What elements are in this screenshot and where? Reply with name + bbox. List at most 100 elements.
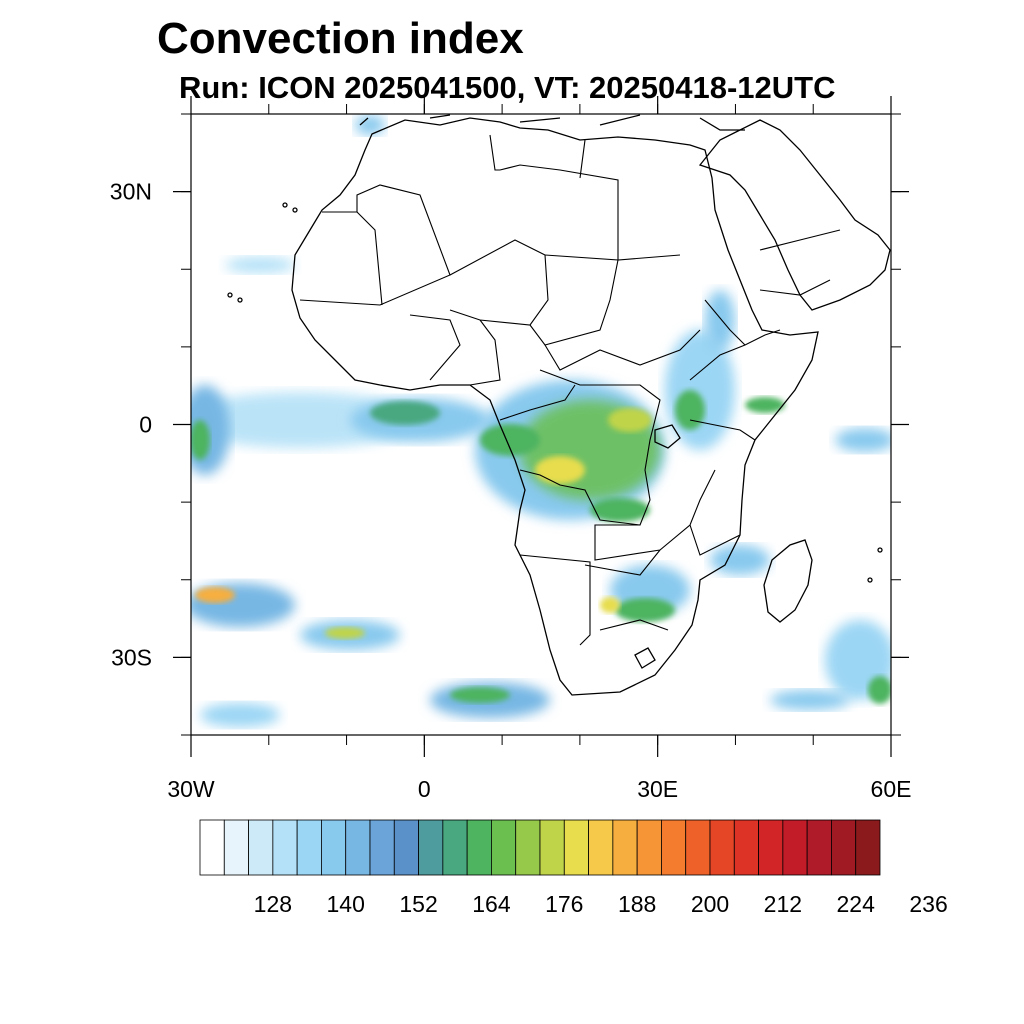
country-border bbox=[356, 211, 383, 306]
country-border bbox=[584, 549, 669, 631]
colorbar-swatch bbox=[661, 819, 687, 876]
field-blob bbox=[868, 676, 891, 704]
lon-tick-label: 60E bbox=[871, 776, 912, 802]
country-border bbox=[299, 184, 451, 306]
field-blob bbox=[325, 627, 365, 639]
island bbox=[227, 292, 233, 298]
field-blob bbox=[480, 424, 540, 456]
colorbar-label: 140 bbox=[327, 891, 365, 917]
country-border bbox=[519, 554, 591, 646]
europe-coastline bbox=[359, 114, 745, 131]
field-blob bbox=[710, 545, 770, 575]
colorbar-swatch bbox=[393, 819, 419, 876]
colorbar-label: 164 bbox=[472, 891, 511, 917]
colorbar: 128 140 152 164 176 188 200 212 224 236 bbox=[199, 819, 948, 917]
country-border bbox=[499, 164, 681, 261]
field-blob bbox=[195, 587, 235, 603]
arabia-coastline bbox=[698, 119, 891, 311]
field-blob bbox=[608, 408, 652, 432]
lon-tick-label: 0 bbox=[418, 776, 431, 802]
colorbar-swatch bbox=[491, 819, 517, 876]
field-blob bbox=[745, 397, 785, 413]
colorbar-swatch bbox=[588, 819, 614, 876]
colorbar-swatch bbox=[515, 819, 541, 876]
colorbar-swatch bbox=[855, 819, 881, 876]
lon-tick-label: 30E bbox=[637, 776, 678, 802]
colorbar-swatch bbox=[466, 819, 492, 876]
colorbar-label: 200 bbox=[691, 891, 729, 917]
africa-coastline bbox=[291, 117, 819, 696]
field-blob bbox=[191, 420, 210, 460]
field-blob bbox=[355, 115, 385, 135]
colorbar-swatch bbox=[758, 819, 784, 876]
colorbar-label: 212 bbox=[764, 891, 802, 917]
island bbox=[237, 297, 243, 303]
colorbar-swatch bbox=[782, 819, 808, 876]
lon-axis: 30W 0 30E 60E bbox=[167, 96, 911, 802]
country-border bbox=[689, 524, 741, 556]
colorbar-swatch bbox=[563, 819, 589, 876]
madagascar-coastline bbox=[763, 539, 813, 623]
field-blob bbox=[450, 687, 510, 703]
field-blob bbox=[675, 390, 705, 430]
colorbar-swatch bbox=[442, 819, 468, 876]
chart-title: Convection index bbox=[157, 14, 524, 63]
colorbar-swatch bbox=[733, 819, 759, 876]
colorbar-swatch bbox=[199, 819, 225, 876]
colorbar-swatch bbox=[636, 819, 662, 876]
country-border bbox=[689, 419, 756, 441]
colorbar-swatch bbox=[806, 819, 832, 876]
colorbar-swatch bbox=[223, 819, 249, 876]
country-border bbox=[489, 134, 586, 179]
field-blob bbox=[370, 401, 440, 425]
country-border bbox=[759, 229, 841, 296]
country-border bbox=[409, 314, 461, 381]
field-blob bbox=[225, 257, 295, 273]
country-border bbox=[519, 369, 661, 526]
field-blob bbox=[835, 428, 891, 452]
field-blob bbox=[705, 290, 735, 350]
lat-tick-label: 30S bbox=[111, 644, 152, 670]
island bbox=[282, 202, 288, 208]
lat-tick-label: 30N bbox=[110, 179, 152, 205]
country-border bbox=[529, 254, 619, 346]
colorbar-label: 236 bbox=[909, 891, 947, 917]
lake-outline bbox=[654, 424, 681, 449]
colorbar-label: 152 bbox=[399, 891, 437, 917]
island bbox=[877, 547, 883, 553]
colorbar-label: 188 bbox=[618, 891, 656, 917]
coastlines bbox=[227, 114, 891, 696]
colorbar-swatch bbox=[418, 819, 444, 876]
colorbar-swatch bbox=[321, 819, 347, 876]
colorbar-swatch bbox=[345, 819, 371, 876]
colorbar-swatch bbox=[831, 819, 857, 876]
field-blob bbox=[770, 690, 850, 710]
convection-field bbox=[191, 115, 891, 727]
colorbar-swatch bbox=[369, 819, 395, 876]
lon-tick-label: 30W bbox=[167, 776, 215, 802]
country-border bbox=[469, 319, 501, 386]
field-blob bbox=[535, 456, 585, 484]
colorbar-swatch bbox=[709, 819, 735, 876]
field-blob bbox=[600, 597, 620, 613]
country-border bbox=[449, 239, 549, 326]
colorbar-swatch bbox=[272, 819, 298, 876]
island bbox=[292, 207, 298, 213]
country-border bbox=[499, 384, 576, 421]
lat-axis: 30N 0 30S bbox=[110, 113, 909, 736]
lat-tick-label: 0 bbox=[139, 412, 152, 438]
field-blob bbox=[590, 498, 650, 522]
colorbar-swatch bbox=[248, 819, 274, 876]
colorbar-label: 224 bbox=[837, 891, 876, 917]
island bbox=[867, 577, 873, 583]
field-blob bbox=[200, 703, 280, 727]
colorbar-swatch bbox=[612, 819, 638, 876]
colorbar-label: 176 bbox=[545, 891, 583, 917]
colorbar-swatch bbox=[685, 819, 711, 876]
colorbar-swatch bbox=[539, 819, 565, 876]
field-blob bbox=[615, 598, 675, 622]
chart-subtitle: Run: ICON 2025041500, VT: 20250418-12UTC bbox=[179, 70, 836, 105]
country-borders bbox=[299, 134, 841, 646]
field-blob bbox=[191, 392, 420, 448]
